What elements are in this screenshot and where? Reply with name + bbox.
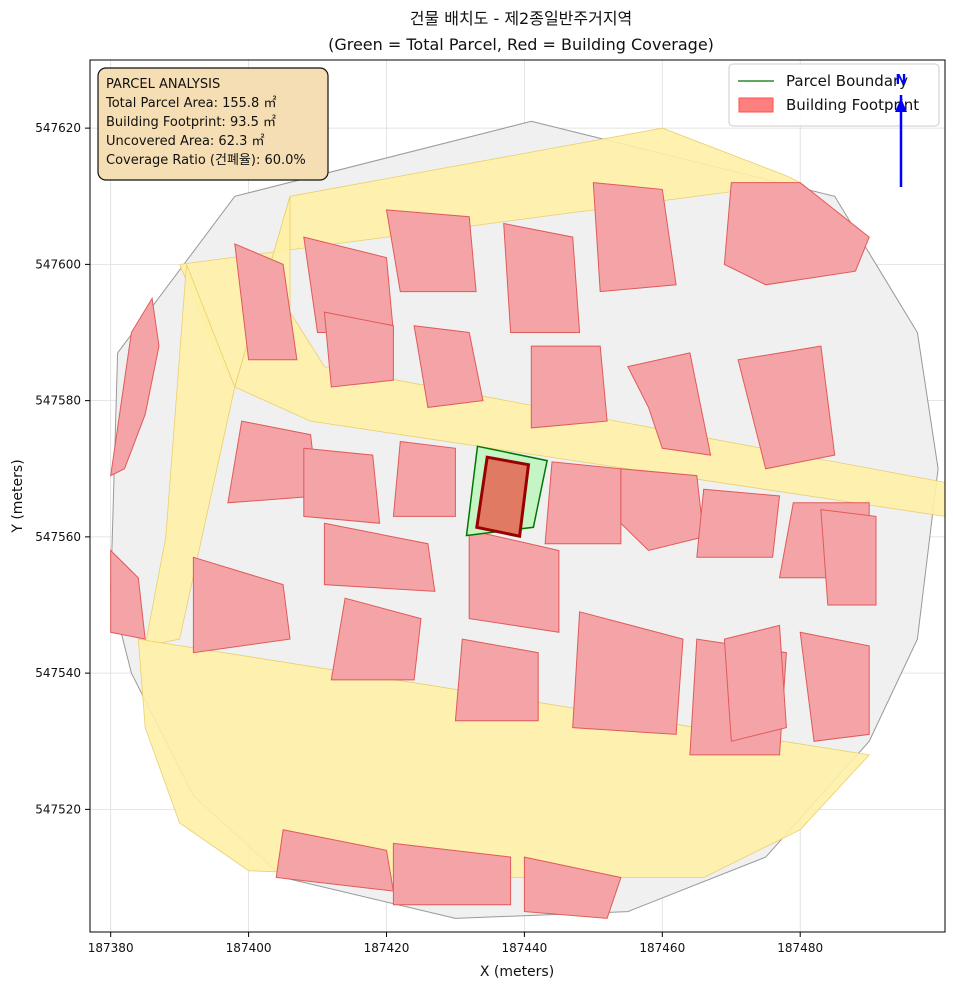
building-footprint[interactable] [820, 509, 877, 606]
chart-title-line2: (Green = Total Parcel, Red = Building Co… [328, 35, 714, 54]
building-footprint[interactable] [696, 488, 781, 558]
y-tick-label: 547540 [35, 666, 81, 680]
building-footprint[interactable] [392, 842, 512, 906]
legend-building-label: Building Footprint [786, 96, 919, 114]
building-footprint[interactable] [799, 631, 870, 742]
y-axis-title: Y (meters) [10, 459, 26, 533]
legend-parcel-label: Parcel Boundary [786, 72, 908, 90]
x-ticks: 187380 187400 187420 187440 187460 187480 [88, 932, 823, 955]
info-box: PARCEL ANALYSIS Total Parcel Area: 155.8… [97, 67, 329, 181]
x-tick-label: 187400 [226, 941, 272, 955]
building-footprint[interactable] [392, 440, 456, 517]
building-footprint[interactable] [592, 182, 677, 293]
building-footprint[interactable] [544, 461, 622, 545]
y-ticks: 547520 547540 547560 547580 547600 547620 [35, 121, 90, 816]
north-arrow: N [895, 73, 907, 187]
building-footprint[interactable] [572, 611, 684, 735]
building-footprint[interactable] [110, 549, 146, 640]
building-footprint[interactable] [723, 624, 787, 742]
y-tick-label: 547620 [35, 121, 81, 135]
road-segment [144, 264, 236, 647]
building-footprint[interactable] [723, 182, 870, 286]
building-footprint[interactable] [627, 352, 712, 456]
plot-frame [89, 59, 946, 933]
building-footprint[interactable] [530, 345, 608, 429]
info-uncovered: Uncovered Area: 62.3 ㎡ [106, 134, 265, 149]
legend-box [728, 63, 940, 127]
info-heading: PARCEL ANALYSIS [106, 77, 220, 92]
target-parcel-group[interactable] [465, 445, 548, 538]
building-footprint[interactable] [503, 222, 581, 333]
x-tick-label: 187480 [777, 941, 823, 955]
y-tick-label: 547580 [35, 394, 81, 408]
x-tick-label: 187440 [501, 941, 547, 955]
building-footprint[interactable] [303, 447, 381, 524]
building-footprint[interactable] [323, 311, 394, 388]
legend-building-swatch [738, 97, 774, 113]
building-footprint[interactable] [737, 345, 836, 470]
buildings [110, 182, 877, 919]
building-footprint[interactable] [323, 522, 436, 592]
building-footprint[interactable] [110, 296, 160, 477]
building-footprint[interactable] [234, 243, 298, 361]
legend: Parcel Boundary Building Footprint [728, 63, 940, 127]
y-tick-label: 547600 [35, 257, 81, 271]
info-footprint: Building Footprint: 93.5 ㎡ [106, 115, 276, 130]
building-footprint[interactable] [620, 468, 705, 552]
building-footprint[interactable] [413, 325, 484, 408]
north-label: N [896, 73, 907, 88]
x-tick-label: 187380 [88, 941, 134, 955]
target-building[interactable] [475, 455, 531, 538]
building-footprint[interactable] [385, 209, 477, 293]
building-footprint[interactable] [523, 856, 622, 919]
building-footprint[interactable] [192, 556, 291, 654]
north-arrow-head-icon [895, 98, 907, 112]
building-footprint[interactable] [330, 597, 422, 681]
info-ratio: Coverage Ratio (건폐율): 60.0% [106, 153, 306, 168]
x-axis-title: X (meters) [480, 964, 554, 980]
info-total-area: Total Parcel Area: 155.8 ㎡ [105, 96, 276, 111]
building-footprint[interactable] [454, 638, 539, 722]
road-segment [234, 196, 946, 517]
chart-title-line1: 건물 배치도 - 제2종일반주거지역 [410, 9, 633, 28]
y-tick-label: 547520 [35, 802, 81, 816]
y-tick-label: 547560 [35, 530, 81, 544]
info-box-background [97, 67, 329, 181]
x-tick-label: 187460 [639, 941, 685, 955]
building-footprint[interactable] [468, 529, 560, 633]
x-tick-label: 187420 [364, 941, 410, 955]
